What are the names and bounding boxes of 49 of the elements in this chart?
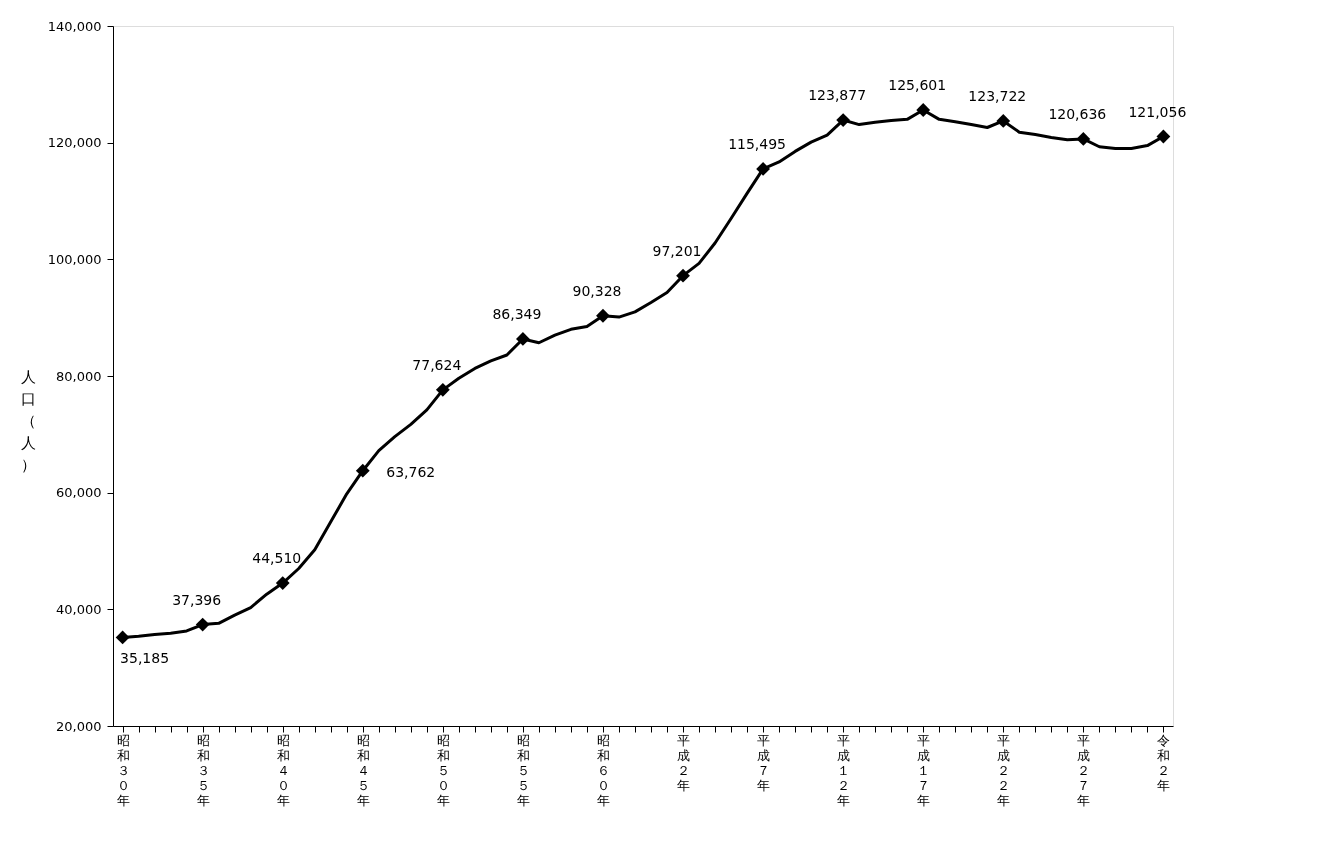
point — [996, 114, 1011, 128]
x-tick-label: 昭和５０年 — [436, 732, 450, 808]
point — [596, 308, 610, 323]
x-tick-label: 昭和４０年 — [276, 732, 290, 808]
x-tick-label: 昭和６０年 — [596, 732, 610, 808]
point — [275, 576, 290, 590]
x-tick-label: 平成７年 — [757, 732, 771, 793]
x-tick-label: 平成２年 — [677, 732, 691, 793]
point — [115, 630, 130, 645]
data-label: 37,396 — [172, 591, 222, 608]
data-label: 115,495 — [728, 135, 787, 152]
x-tick-label: 平成２７年 — [1077, 732, 1091, 808]
y-tick-label: 80,000 — [56, 368, 102, 384]
x-tick-label: 昭和４５年 — [356, 732, 370, 808]
x-tick-label: 昭和３５年 — [196, 732, 210, 808]
x-tick-label: 昭和３０年 — [116, 732, 130, 808]
data-label: 121,056 — [1128, 103, 1187, 120]
data-label: 120,636 — [1048, 105, 1107, 122]
x-tick-label: 平成１７年 — [917, 732, 931, 808]
x-tick-label: 令和２年 — [1157, 732, 1171, 793]
point — [355, 463, 370, 478]
data-label: 123,722 — [968, 87, 1027, 104]
point — [195, 617, 210, 632]
point — [516, 332, 530, 346]
y-tick-label: 40,000 — [56, 601, 102, 617]
data-label: 86,349 — [492, 305, 542, 322]
data-label: 97,201 — [652, 242, 702, 259]
data-label: 125,601 — [888, 76, 947, 93]
y-tick-label: 100,000 — [47, 251, 102, 267]
y-tick-label: 60,000 — [56, 485, 102, 501]
point — [916, 103, 931, 117]
point — [756, 162, 770, 176]
data-label: 77,624 — [412, 356, 462, 373]
x-tick-label: 昭和５５年 — [516, 732, 530, 808]
point — [1076, 132, 1091, 146]
y-tick-label: 120,000 — [47, 135, 102, 151]
data-label: 90,328 — [572, 282, 622, 299]
y-axis-title: 人口（人） — [21, 367, 36, 474]
data-label: 35,185 — [120, 650, 170, 667]
y-tick-label: 140,000 — [47, 18, 102, 34]
point — [836, 113, 851, 127]
data-label: 63,762 — [386, 463, 436, 480]
data-label: 44,510 — [252, 550, 302, 567]
x-tick-label: 平成２２年 — [997, 732, 1011, 808]
x-tick-label: 平成１２年 — [837, 732, 851, 808]
y-tick-label: 20,000 — [56, 718, 102, 734]
point — [676, 268, 690, 283]
point — [435, 382, 450, 397]
data-label: 123,877 — [808, 87, 867, 104]
